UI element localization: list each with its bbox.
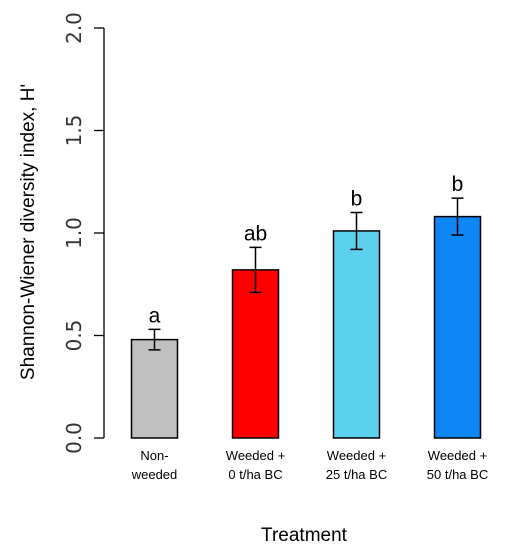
category-label: Weeded + <box>428 448 487 463</box>
x-axis-title: Treatment <box>261 525 348 546</box>
bar <box>231 269 280 439</box>
category-label: Weeded + <box>327 448 386 463</box>
y-tick-label: 0.0 <box>62 422 86 454</box>
significance-label: ab <box>244 222 267 245</box>
category-label: 0 t/ha BC <box>228 467 282 482</box>
bar <box>332 230 381 439</box>
y-tick-label: 0.5 <box>62 320 86 352</box>
y-tick-label: 1.0 <box>62 217 86 249</box>
significance-label: b <box>351 188 363 211</box>
category-label: weeded <box>131 467 178 482</box>
category-label: Non- <box>140 448 168 463</box>
significance-label: b <box>452 173 464 196</box>
bar <box>130 338 179 439</box>
category-label: 50 t/ha BC <box>427 467 488 482</box>
plot-area: 0.0 0.5 1.0 1.5 2.0 a Non-weeded ab Weeded + 0 t/… <box>62 12 488 482</box>
y-axis-title: Shannon-Wiener diversity index, H' <box>18 84 39 380</box>
category-label: Weeded + <box>226 448 285 463</box>
y-tick-label: 1.5 <box>62 115 86 147</box>
category-label: 25 t/ha BC <box>326 467 387 482</box>
significance-label: a <box>149 304 161 327</box>
y-tick-label: 2.0 <box>62 12 86 44</box>
bar <box>433 215 482 439</box>
